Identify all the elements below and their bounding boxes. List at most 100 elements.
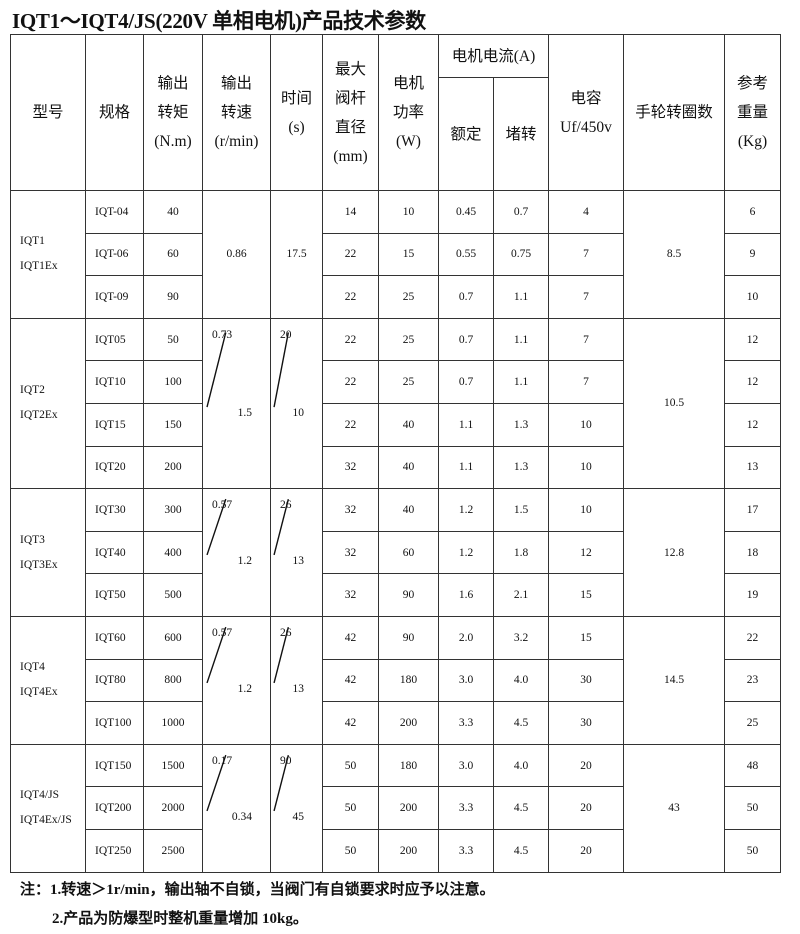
power-cell: 90 — [378, 615, 439, 660]
power-cell: 25 — [378, 317, 439, 362]
spec-cell: IQT30 — [85, 488, 144, 532]
capacitor-cell: 10 — [548, 488, 624, 532]
torque-cell: 500 — [143, 573, 203, 617]
weight-cell: 25 — [724, 701, 781, 745]
rated-current-cell: 1.1 — [438, 445, 494, 490]
torque-cell: 200 — [143, 445, 203, 490]
speed-max: 0.34 — [231, 810, 252, 823]
torque-cell: 100 — [143, 360, 203, 404]
header-handwheel: 手轮转圈数 — [623, 34, 725, 191]
rated-current-cell: 0.7 — [438, 275, 494, 319]
table-row: IQT200 2000 50 200 3.3 4.5 20 50 — [11, 786, 781, 830]
range-diagonal-line — [203, 489, 270, 616]
capacitor-cell: 7 — [548, 360, 624, 404]
capacitor-cell: 7 — [548, 232, 624, 277]
torque-cell: 50 — [143, 317, 203, 362]
weight-cell: 12 — [724, 402, 781, 447]
table-row: IQT3 IQT3Ex IQT30 300 0.57 1.2 26 13 32 40 1.2 1.5 1… — [10, 488, 781, 617]
rated-current-cell: 3.3 — [438, 701, 494, 745]
rated-current-cell: 0.55 — [438, 232, 494, 277]
model-name: IQT2 — [20, 384, 45, 397]
power-cell: 40 — [378, 488, 439, 532]
capacitor-cell: 30 — [548, 701, 624, 745]
stall-current-cell: 4.0 — [493, 743, 549, 788]
model-cell: IQT4 IQT4Ex — [10, 615, 86, 745]
speed-cell: 0.57 1.2 — [202, 615, 271, 745]
stem-cell: 32 — [322, 488, 379, 532]
spec-cell: IQT40 — [85, 530, 144, 575]
stem-cell: 42 — [322, 615, 379, 660]
stall-current-cell: 0.7 — [493, 190, 549, 234]
header-capacitor: 电容 Uf/450v — [548, 34, 624, 191]
stall-current-cell: 2.1 — [493, 573, 549, 617]
header-spec-line: 规格 — [98, 104, 130, 121]
model-name: IQT3Ex — [20, 558, 58, 571]
time-max: 45 — [292, 810, 305, 823]
stall-current-cell: 0.75 — [493, 232, 549, 277]
power-cell: 15 — [378, 232, 439, 277]
spec-cell: IQT-04 — [85, 190, 144, 234]
stem-cell: 22 — [322, 275, 379, 319]
table-row: IQT100 1000 42 200 3.3 4.5 30 25 — [11, 701, 781, 745]
header-stem-line: 阀杆 — [334, 89, 366, 107]
power-cell: 90 — [378, 573, 439, 617]
spec-cell: IQT200 — [85, 786, 144, 830]
capacitor-cell: 20 — [548, 786, 624, 830]
capacitor-cell: 30 — [548, 658, 624, 703]
rated-current-cell: 3.3 — [438, 828, 494, 873]
stall-current-cell: 1.1 — [493, 275, 549, 319]
time-min: 26 — [280, 626, 292, 639]
header-time-line: (s) — [288, 118, 305, 136]
model-cell: IQT2 IQT2Ex — [10, 317, 86, 490]
model-name: IQT3 — [20, 533, 45, 546]
range-diagonal-line — [271, 489, 322, 616]
stem-cell: 14 — [322, 190, 379, 234]
header-weight-line: 参考 — [736, 75, 768, 92]
speed-min: 0.57 — [212, 499, 233, 512]
header-handwheel-line: 手轮转圈数 — [635, 104, 713, 121]
weight-cell: 23 — [724, 658, 781, 703]
stem-cell: 32 — [322, 530, 379, 575]
torque-cell: 2000 — [143, 786, 203, 830]
range-diagonal-line — [271, 745, 322, 872]
capacitor-cell: 20 — [548, 743, 624, 788]
stem-cell: 22 — [322, 232, 379, 277]
weight-cell: 12 — [724, 360, 781, 404]
stall-current-cell: 4.5 — [493, 701, 549, 745]
stall-current-cell: 1.3 — [493, 445, 549, 490]
header-speed-line: 转速 — [220, 104, 252, 121]
header-weight-line: (Kg) — [737, 133, 768, 150]
header-power-line: (W) — [396, 133, 421, 150]
stall-current-cell: 1.8 — [493, 530, 549, 575]
weight-cell: 6 — [724, 190, 781, 234]
header-stem-line: 最大 — [334, 60, 366, 78]
stem-cell: 22 — [322, 360, 379, 404]
weight-cell: 12 — [724, 317, 781, 362]
stall-current-cell: 4.0 — [493, 658, 549, 703]
header-stem: 最大 阀杆 直径 (mm) — [322, 34, 379, 191]
torque-cell: 400 — [143, 530, 203, 575]
spec-cell: IQT15 — [85, 402, 144, 447]
stall-current-cell: 4.5 — [493, 828, 549, 873]
torque-cell: 2500 — [143, 828, 203, 873]
header-speed-line: 输出 — [220, 75, 252, 92]
header-stem-line: 直径 — [334, 118, 366, 136]
header-torque-line: (N.m) — [154, 133, 192, 150]
rated-current-cell: 1.6 — [438, 573, 494, 617]
torque-cell: 300 — [143, 488, 203, 532]
header-spec: 规格 — [85, 34, 144, 191]
speed-cell: 0.17 0.34 — [202, 743, 271, 873]
rated-current-cell: 3.0 — [438, 743, 494, 788]
power-cell: 40 — [378, 402, 439, 447]
time-min: 90 — [280, 754, 292, 767]
spec-cell: IQT05 — [85, 317, 144, 362]
power-cell: 200 — [378, 701, 439, 745]
power-cell: 180 — [378, 658, 439, 703]
time-cell: 90 45 — [270, 743, 323, 873]
header-current: 电机电流(A) — [438, 34, 549, 78]
weight-cell: 17 — [724, 488, 781, 532]
stall-current-cell: 1.1 — [493, 317, 549, 362]
model-name: IQT4/JS — [20, 789, 59, 802]
stall-current-cell: 3.2 — [493, 615, 549, 660]
stem-cell: 50 — [322, 828, 379, 873]
